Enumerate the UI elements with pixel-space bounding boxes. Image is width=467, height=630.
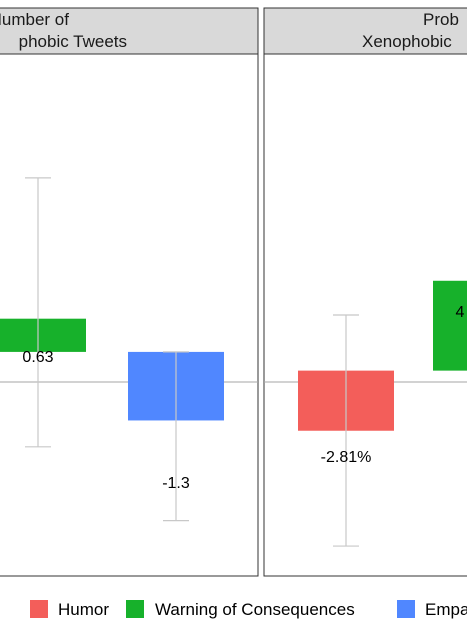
left-strip: [0, 7, 259, 55]
label-left-warning: 0.63: [22, 349, 53, 366]
errorbar-left-empathy: [163, 351, 189, 522]
errorbar-left-warning: [25, 177, 51, 448]
right-strip: [263, 7, 467, 55]
left-panel: [0, 53, 259, 577]
legend-swatch-empathy: [397, 600, 415, 618]
legend-swatch-humor: [30, 600, 48, 618]
label-right-warning: 4: [456, 304, 465, 321]
errorbar-right-humor: [333, 314, 359, 547]
label-right-humor: -2.81%: [321, 449, 372, 466]
legend-label-humor: Humor: [58, 600, 109, 619]
left-strip-line2: phobic Tweets: [19, 32, 127, 51]
legend-label-warning: Warning of Consequences: [155, 600, 355, 619]
left-strip-line1: Number of: [0, 10, 69, 29]
legend-swatch-warning: [126, 600, 144, 618]
bar-left-warning: [0, 318, 86, 352]
legend-label-empathy: Empa: [425, 600, 467, 619]
right-strip-line2: Xenophobic: [362, 32, 452, 51]
right-strip-line1: Prob: [423, 10, 459, 29]
label-left-empathy: -1.3: [162, 475, 190, 492]
bar-right-warning: [433, 280, 467, 371]
